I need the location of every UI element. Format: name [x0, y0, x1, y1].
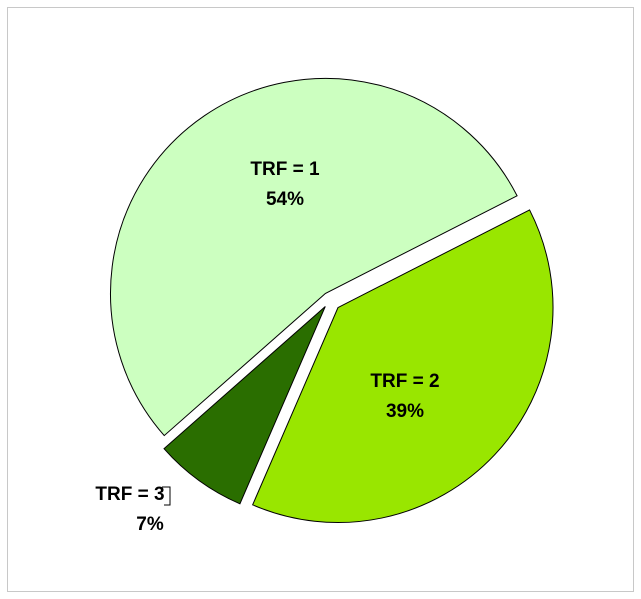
pie-slice: [163, 306, 326, 505]
slice-label: TRF = 1: [250, 159, 320, 180]
pie-slice: [251, 209, 554, 523]
slice-value-label: 7%: [136, 514, 164, 535]
leader-line: [162, 486, 171, 506]
pie-slice: [110, 77, 518, 437]
slice-value-label: 39%: [386, 401, 424, 422]
slice-label: TRF = 3: [95, 484, 164, 505]
slice-value-label: 54%: [266, 189, 304, 210]
slice-label: TRF = 2: [370, 371, 439, 392]
